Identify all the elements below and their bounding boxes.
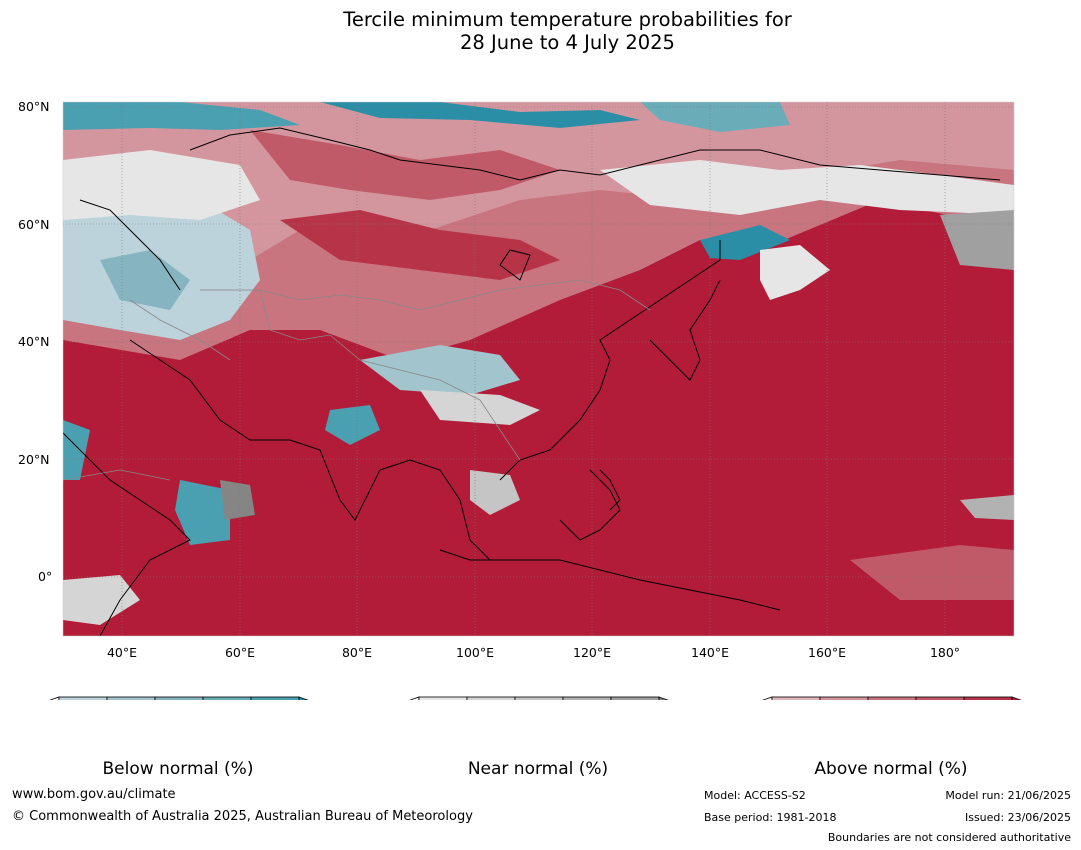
legend-below-high-extend bbox=[298, 696, 348, 731]
legend-near-low-extend bbox=[370, 696, 420, 731]
below-normal-arctic-east bbox=[640, 102, 790, 132]
above-normal-south-pacific bbox=[850, 545, 1014, 600]
legend-title-above: Above normal (%) bbox=[814, 759, 968, 779]
footer-copyright: © Commonwealth of Australia 2025, Austra… bbox=[12, 809, 473, 824]
lat-label-80n: 80°N bbox=[18, 99, 50, 114]
near-normal-bering bbox=[940, 210, 1014, 270]
near-normal-arabian-sea bbox=[220, 480, 255, 520]
legend-near-segment bbox=[418, 696, 468, 731]
lon-label-100e: 100°E bbox=[455, 645, 495, 660]
legend-group: 405060708090405060708090405060708090 bbox=[10, 696, 1061, 752]
legend-below-segment bbox=[58, 696, 108, 731]
map-frame bbox=[62, 101, 1015, 637]
lat-label-0: 0° bbox=[38, 569, 53, 584]
legend-near-segment bbox=[466, 696, 516, 731]
lat-label-40n: 40°N bbox=[18, 334, 50, 349]
legend-below-segment bbox=[106, 696, 156, 731]
footer-base-period: Base period: 1981-2018 bbox=[704, 811, 837, 824]
below-normal-horn-africa bbox=[175, 480, 230, 545]
near-normal-china-west bbox=[420, 390, 540, 425]
lon-label-180: 180° bbox=[929, 645, 961, 660]
map-title: Tercile minimum temperature probabilitie… bbox=[0, 8, 1081, 54]
legend-near-segment bbox=[514, 696, 564, 731]
title-line-2: 28 June to 4 July 2025 bbox=[460, 31, 675, 54]
legend-title-near: Near normal (%) bbox=[467, 759, 609, 779]
legend-title-below: Below normal (%) bbox=[102, 759, 254, 779]
lat-label-60n: 60°N bbox=[18, 217, 50, 232]
legend-near-high-extend bbox=[658, 696, 708, 731]
legend-near-segment bbox=[562, 696, 612, 731]
legend-above-segment bbox=[771, 696, 821, 731]
below-normal-tibet bbox=[360, 345, 520, 395]
map-area: 405060708090405060708090405060708090 80°… bbox=[10, 99, 1061, 752]
legend-below-segment bbox=[202, 696, 252, 731]
legend-below-segment bbox=[154, 696, 204, 731]
lat-label-20n: 20°N bbox=[18, 452, 50, 467]
near-normal-east-siberia bbox=[600, 160, 1014, 215]
above-normal-patch-central bbox=[280, 210, 560, 280]
near-normal-indochina bbox=[470, 470, 520, 515]
below-normal-europe-core bbox=[100, 250, 190, 310]
legend-below-segment bbox=[250, 696, 300, 731]
borders bbox=[63, 279, 651, 481]
legend-below-low-extend bbox=[10, 696, 60, 731]
legend-near-segment bbox=[610, 696, 660, 731]
legend-above-segment bbox=[819, 696, 869, 731]
lon-label-160e: 160°E bbox=[807, 645, 847, 660]
below-normal-himalaya bbox=[325, 405, 380, 445]
footer-model-run: Model run: 21/06/2025 bbox=[945, 789, 1071, 802]
legend-above-segment bbox=[963, 696, 1013, 731]
below-normal-arctic-central bbox=[320, 102, 640, 128]
near-normal-kamchatka bbox=[760, 245, 830, 300]
footer-website[interactable]: www.bom.gov.au/climate bbox=[12, 787, 176, 802]
legend-above-segment bbox=[867, 696, 917, 731]
footer-boundaries-note: Boundaries are not considered authoritat… bbox=[827, 831, 1071, 844]
below-normal-arabia bbox=[63, 420, 90, 480]
below-normal-okhotsk bbox=[700, 225, 790, 260]
near-normal-scandinavia bbox=[63, 150, 260, 220]
footer-issued: Issued: 23/06/2025 bbox=[964, 811, 1071, 824]
near-normal-east-africa bbox=[63, 575, 140, 625]
legend-above-segment bbox=[915, 696, 965, 731]
coastlines bbox=[63, 127, 1001, 636]
lon-label-120e: 120°E bbox=[572, 645, 612, 660]
legend-above-low-extend bbox=[723, 696, 773, 731]
title-line-1: Tercile minimum temperature probabilitie… bbox=[343, 8, 792, 31]
above-normal-patch-siberia bbox=[250, 130, 560, 200]
map-svg: 405060708090405060708090405060708090 bbox=[10, 101, 1061, 752]
graticule bbox=[63, 102, 1014, 636]
near-normal-pacific bbox=[960, 495, 1014, 520]
legend-above-high-extend bbox=[1011, 696, 1061, 731]
lon-label-40e: 40°E bbox=[106, 645, 138, 660]
footer-model: Model: ACCESS-S2 bbox=[704, 789, 806, 802]
lon-label-60e: 60°E bbox=[224, 645, 256, 660]
lon-label-80e: 80°E bbox=[341, 645, 373, 660]
lon-label-140e: 140°E bbox=[690, 645, 730, 660]
